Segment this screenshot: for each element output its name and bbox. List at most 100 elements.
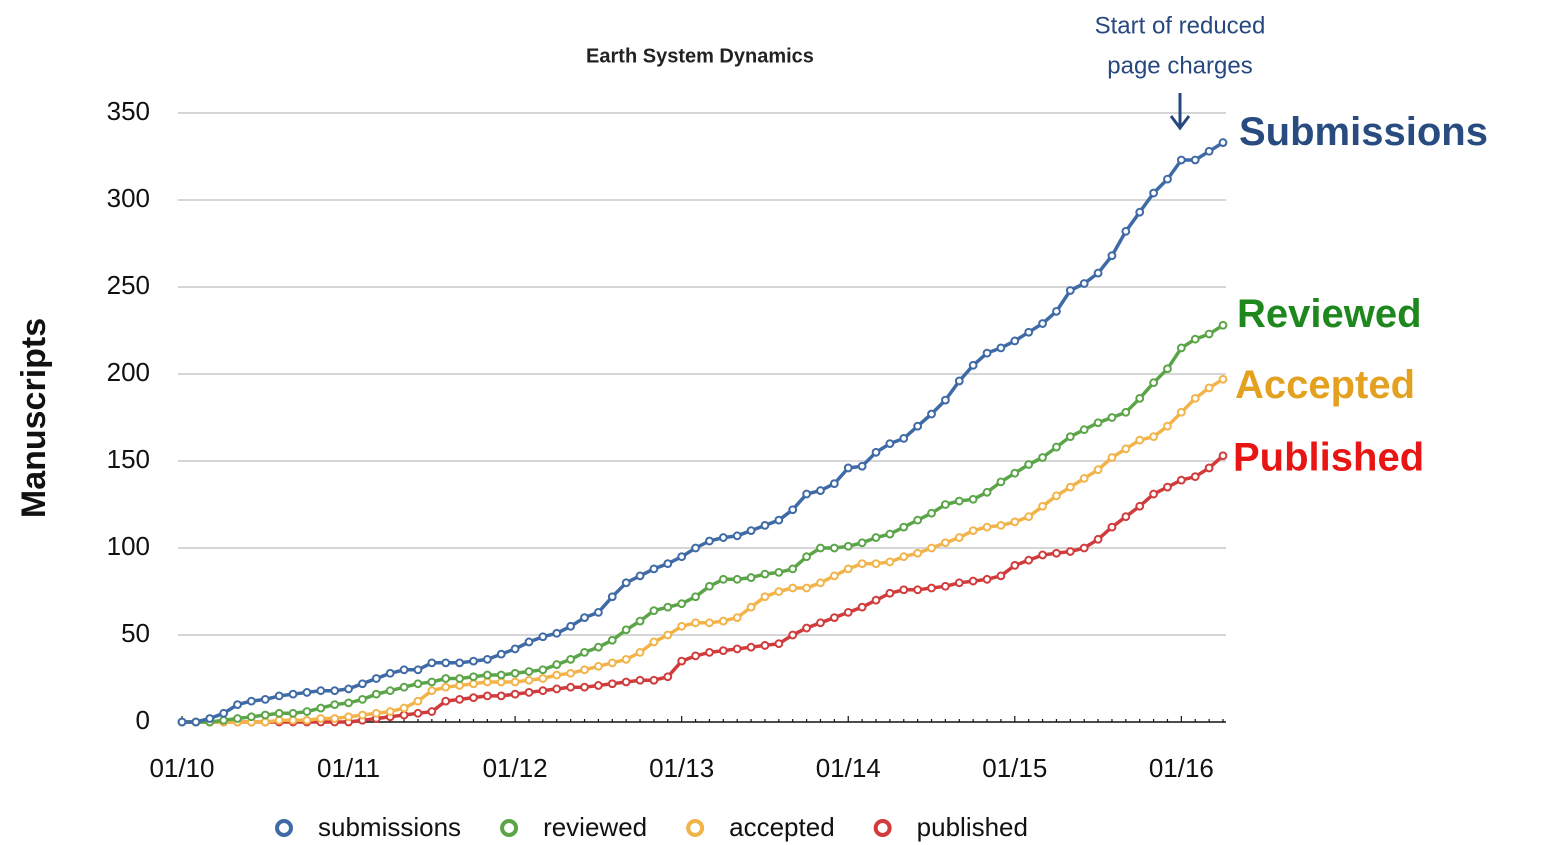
point-marker bbox=[482, 670, 492, 680]
point-marker bbox=[580, 613, 589, 622]
point-marker bbox=[399, 710, 409, 720]
point-marker bbox=[899, 585, 909, 595]
point-marker bbox=[566, 682, 576, 692]
point-marker bbox=[621, 677, 631, 687]
point-marker bbox=[954, 376, 964, 386]
series-end-label: Published bbox=[1233, 435, 1424, 479]
point-marker bbox=[705, 581, 714, 591]
point-marker bbox=[330, 700, 340, 709]
point-marker bbox=[677, 656, 687, 666]
point-marker bbox=[829, 571, 839, 581]
point-marker bbox=[1038, 319, 1047, 328]
point-marker bbox=[358, 679, 367, 689]
point-marker bbox=[358, 710, 367, 720]
point-marker bbox=[1176, 155, 1186, 165]
point-marker bbox=[1121, 407, 1131, 417]
point-marker bbox=[496, 677, 506, 687]
point-marker bbox=[510, 668, 520, 678]
point-marker bbox=[635, 648, 645, 657]
point-marker bbox=[1163, 482, 1172, 492]
annotation-arrowhead bbox=[1169, 115, 1191, 131]
point-marker bbox=[760, 569, 770, 579]
point-marker bbox=[469, 656, 478, 666]
point-marker bbox=[538, 632, 548, 642]
point-marker bbox=[802, 552, 811, 562]
point-marker bbox=[482, 691, 492, 701]
x-tick-label: 01/13 bbox=[649, 753, 714, 783]
point-marker bbox=[774, 639, 784, 649]
point-marker bbox=[1149, 378, 1158, 388]
point-marker bbox=[1079, 279, 1089, 288]
point-marker bbox=[1190, 393, 1200, 403]
annotation-text: Start of reduced bbox=[1095, 12, 1266, 39]
point-marker bbox=[371, 708, 381, 718]
point-marker bbox=[1107, 251, 1117, 261]
point-marker bbox=[524, 688, 534, 697]
point-marker bbox=[1149, 432, 1158, 442]
point-marker bbox=[316, 703, 326, 713]
point-marker bbox=[274, 715, 284, 725]
point-marker bbox=[524, 637, 534, 647]
point-marker bbox=[885, 439, 895, 449]
point-marker bbox=[1065, 547, 1075, 556]
point-marker bbox=[621, 625, 631, 635]
point-marker bbox=[1135, 435, 1145, 445]
point-marker bbox=[344, 684, 353, 694]
point-marker bbox=[469, 693, 478, 703]
point-marker bbox=[399, 665, 409, 675]
point-marker bbox=[663, 630, 673, 640]
point-marker bbox=[691, 592, 700, 602]
point-marker bbox=[1065, 432, 1075, 442]
point-marker bbox=[718, 646, 728, 656]
point-marker bbox=[968, 526, 978, 535]
point-marker bbox=[274, 708, 284, 718]
point-marker bbox=[621, 654, 631, 664]
point-marker bbox=[899, 522, 909, 532]
point-marker bbox=[1190, 334, 1200, 344]
point-marker bbox=[469, 672, 478, 682]
point-marker bbox=[1163, 174, 1172, 184]
point-marker bbox=[566, 621, 576, 631]
point-marker bbox=[941, 395, 950, 405]
legend-label: published bbox=[917, 812, 1028, 842]
point-marker bbox=[649, 564, 659, 574]
point-marker bbox=[219, 715, 229, 725]
point-marker bbox=[802, 583, 811, 593]
point-marker bbox=[330, 686, 340, 696]
point-marker bbox=[1121, 226, 1131, 236]
point-marker bbox=[677, 621, 687, 631]
point-marker bbox=[746, 526, 756, 535]
point-marker bbox=[760, 520, 770, 530]
point-marker bbox=[607, 592, 617, 602]
point-marker bbox=[691, 651, 700, 661]
legend-marker bbox=[275, 819, 293, 837]
point-marker bbox=[996, 477, 1006, 487]
point-marker bbox=[649, 637, 659, 647]
point-marker bbox=[427, 658, 437, 668]
point-marker bbox=[191, 717, 201, 727]
point-marker bbox=[385, 707, 395, 716]
point-marker bbox=[621, 578, 631, 588]
point-marker bbox=[1093, 268, 1103, 278]
y-tick-label: 100 bbox=[107, 531, 150, 561]
point-marker bbox=[941, 581, 950, 591]
point-marker bbox=[566, 668, 576, 678]
point-marker bbox=[927, 409, 936, 419]
point-marker bbox=[260, 710, 270, 720]
point-marker bbox=[1093, 534, 1103, 544]
point-marker bbox=[816, 578, 825, 588]
point-marker bbox=[1204, 146, 1214, 156]
point-marker bbox=[788, 583, 798, 593]
point-marker bbox=[871, 595, 881, 605]
point-marker bbox=[635, 675, 645, 685]
point-marker bbox=[732, 574, 742, 584]
point-marker bbox=[663, 672, 673, 682]
point-marker bbox=[1052, 491, 1061, 501]
point-marker bbox=[1218, 374, 1228, 384]
point-marker bbox=[1149, 489, 1158, 499]
point-marker bbox=[705, 648, 714, 657]
point-marker bbox=[968, 494, 978, 504]
point-marker bbox=[413, 665, 423, 675]
